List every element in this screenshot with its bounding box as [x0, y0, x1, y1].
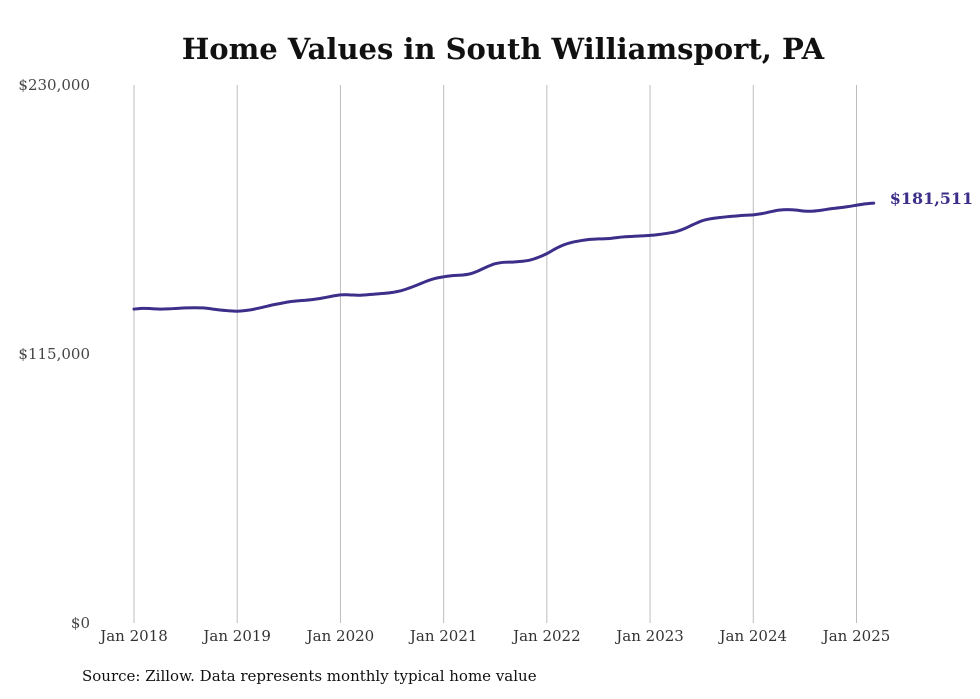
x-tick-label: Jan 2021 — [408, 627, 478, 645]
end-value-label: $181,511 — [890, 189, 974, 208]
y-axis-ticks: $0 $115,000 $230,000 — [18, 76, 90, 632]
y-tick-label: $115,000 — [18, 345, 90, 363]
end-label-group: $181,511 — [890, 189, 974, 208]
x-tick-label: Jan 2024 — [718, 627, 788, 645]
x-tick-label: Jan 2020 — [305, 627, 375, 645]
series-group — [132, 201, 876, 313]
gridlines — [133, 85, 857, 623]
line-chart: Home Values in South Williamsport, PA $0… — [18, 32, 974, 645]
source-note: Source: Zillow. Data represents monthly … — [82, 667, 537, 685]
chart-title: Home Values in South Williamsport, PA — [182, 32, 825, 66]
y-tick-label: $230,000 — [18, 76, 90, 94]
y-tick-label: $0 — [71, 614, 90, 632]
x-tick-label: Jan 2019 — [201, 627, 271, 645]
x-tick-label: Jan 2023 — [614, 627, 684, 645]
x-tick-label: Jan 2018 — [98, 627, 168, 645]
x-tick-label: Jan 2025 — [821, 627, 891, 645]
home-value-line — [132, 201, 876, 313]
x-tick-label: Jan 2022 — [511, 627, 581, 645]
x-axis-ticks: Jan 2018 Jan 2019 Jan 2020 Jan 2021 Jan 2022… — [98, 627, 890, 645]
